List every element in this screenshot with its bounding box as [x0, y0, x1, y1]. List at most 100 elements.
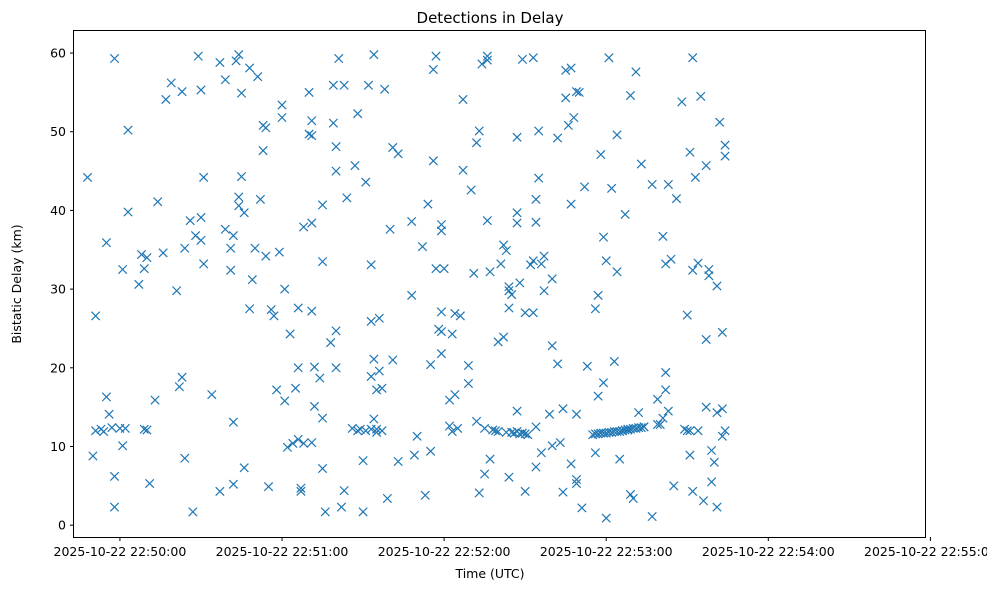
data-point — [166, 78, 176, 88]
data-point — [636, 422, 646, 433]
data-point — [447, 426, 457, 437]
data-point — [528, 308, 538, 318]
data-point — [236, 171, 247, 182]
data-point — [704, 271, 714, 281]
x-tick-label: 2025-10-22 22:53:00 — [540, 544, 673, 559]
data-point — [317, 256, 328, 267]
data-point — [552, 359, 563, 369]
data-point — [215, 486, 225, 496]
data-point — [717, 327, 728, 338]
data-point — [458, 165, 468, 175]
x-tick-label: 2025-10-22 22:52:00 — [378, 544, 511, 559]
data-point — [428, 64, 438, 75]
data-point — [504, 303, 514, 313]
data-point — [620, 209, 630, 219]
data-point — [369, 354, 379, 364]
data-point — [528, 53, 538, 63]
data-point — [277, 112, 287, 123]
data-point — [615, 454, 625, 464]
data-point — [609, 356, 619, 367]
data-point — [596, 149, 606, 160]
data-point — [504, 472, 514, 482]
data-point — [107, 422, 117, 433]
data-point — [347, 423, 357, 434]
data-point — [196, 85, 206, 95]
data-point — [407, 216, 417, 227]
data-point — [317, 463, 328, 474]
data-point — [715, 117, 725, 127]
data-point — [501, 245, 511, 256]
data-point — [371, 385, 382, 395]
data-point — [196, 235, 206, 245]
data-point — [109, 53, 120, 64]
data-point — [571, 86, 582, 97]
data-point — [88, 451, 98, 461]
data-point — [244, 304, 255, 314]
data-point — [471, 416, 482, 426]
data-point — [234, 192, 244, 202]
data-point — [104, 409, 114, 419]
x-axis: 2025-10-22 22:50:00 2025-10-22 22:51:00 20… — [54, 537, 987, 559]
data-point — [342, 193, 352, 203]
data-point — [269, 311, 279, 321]
data-point — [444, 421, 455, 431]
data-point — [296, 486, 306, 496]
data-point — [193, 51, 203, 61]
data-point — [239, 208, 249, 218]
data-point — [517, 428, 528, 438]
chart-title: Detections in Delay — [417, 9, 564, 27]
data-point — [701, 334, 711, 345]
data-point — [552, 133, 563, 143]
y-tick-label: 40 — [50, 203, 66, 218]
data-point — [717, 431, 728, 441]
data-point — [299, 438, 309, 448]
y-tick-label: 60 — [50, 46, 66, 61]
data-point — [496, 259, 506, 269]
data-point — [250, 243, 260, 253]
data-point — [288, 438, 298, 448]
data-point — [612, 130, 622, 140]
data-point — [220, 75, 230, 85]
data-point — [199, 259, 209, 269]
data-point — [571, 474, 582, 485]
data-point — [523, 430, 533, 440]
data-point — [393, 456, 403, 467]
data-point — [174, 382, 184, 392]
data-point — [180, 453, 190, 463]
data-point — [353, 426, 363, 436]
data-point — [480, 423, 490, 434]
data-point — [647, 179, 657, 190]
data-point — [355, 424, 365, 434]
data-point — [601, 513, 611, 523]
data-point — [579, 182, 590, 192]
data-point — [293, 434, 303, 445]
data-point — [153, 197, 163, 207]
data-point — [574, 87, 584, 98]
data-point — [706, 477, 717, 487]
data-point — [593, 290, 603, 301]
data-point — [466, 185, 476, 195]
data-point — [625, 489, 636, 500]
data-point — [693, 258, 703, 268]
data-point — [331, 363, 341, 373]
data-point — [706, 445, 717, 456]
data-point — [263, 482, 274, 492]
data-point — [207, 389, 217, 400]
data-point — [271, 385, 282, 395]
data-point — [604, 53, 614, 63]
data-point — [425, 446, 436, 456]
data-point — [693, 426, 703, 436]
data-point — [350, 160, 360, 171]
data-point — [474, 126, 484, 136]
y-tick-label: 50 — [50, 124, 66, 139]
data-point — [234, 49, 244, 60]
data-point — [425, 360, 436, 370]
data-point — [228, 417, 239, 427]
data-point — [528, 256, 538, 266]
data-point — [293, 303, 303, 313]
data-point — [134, 279, 144, 290]
data-point — [371, 424, 382, 434]
data-point — [331, 142, 341, 152]
data-point — [569, 112, 579, 123]
data-point — [244, 63, 255, 73]
